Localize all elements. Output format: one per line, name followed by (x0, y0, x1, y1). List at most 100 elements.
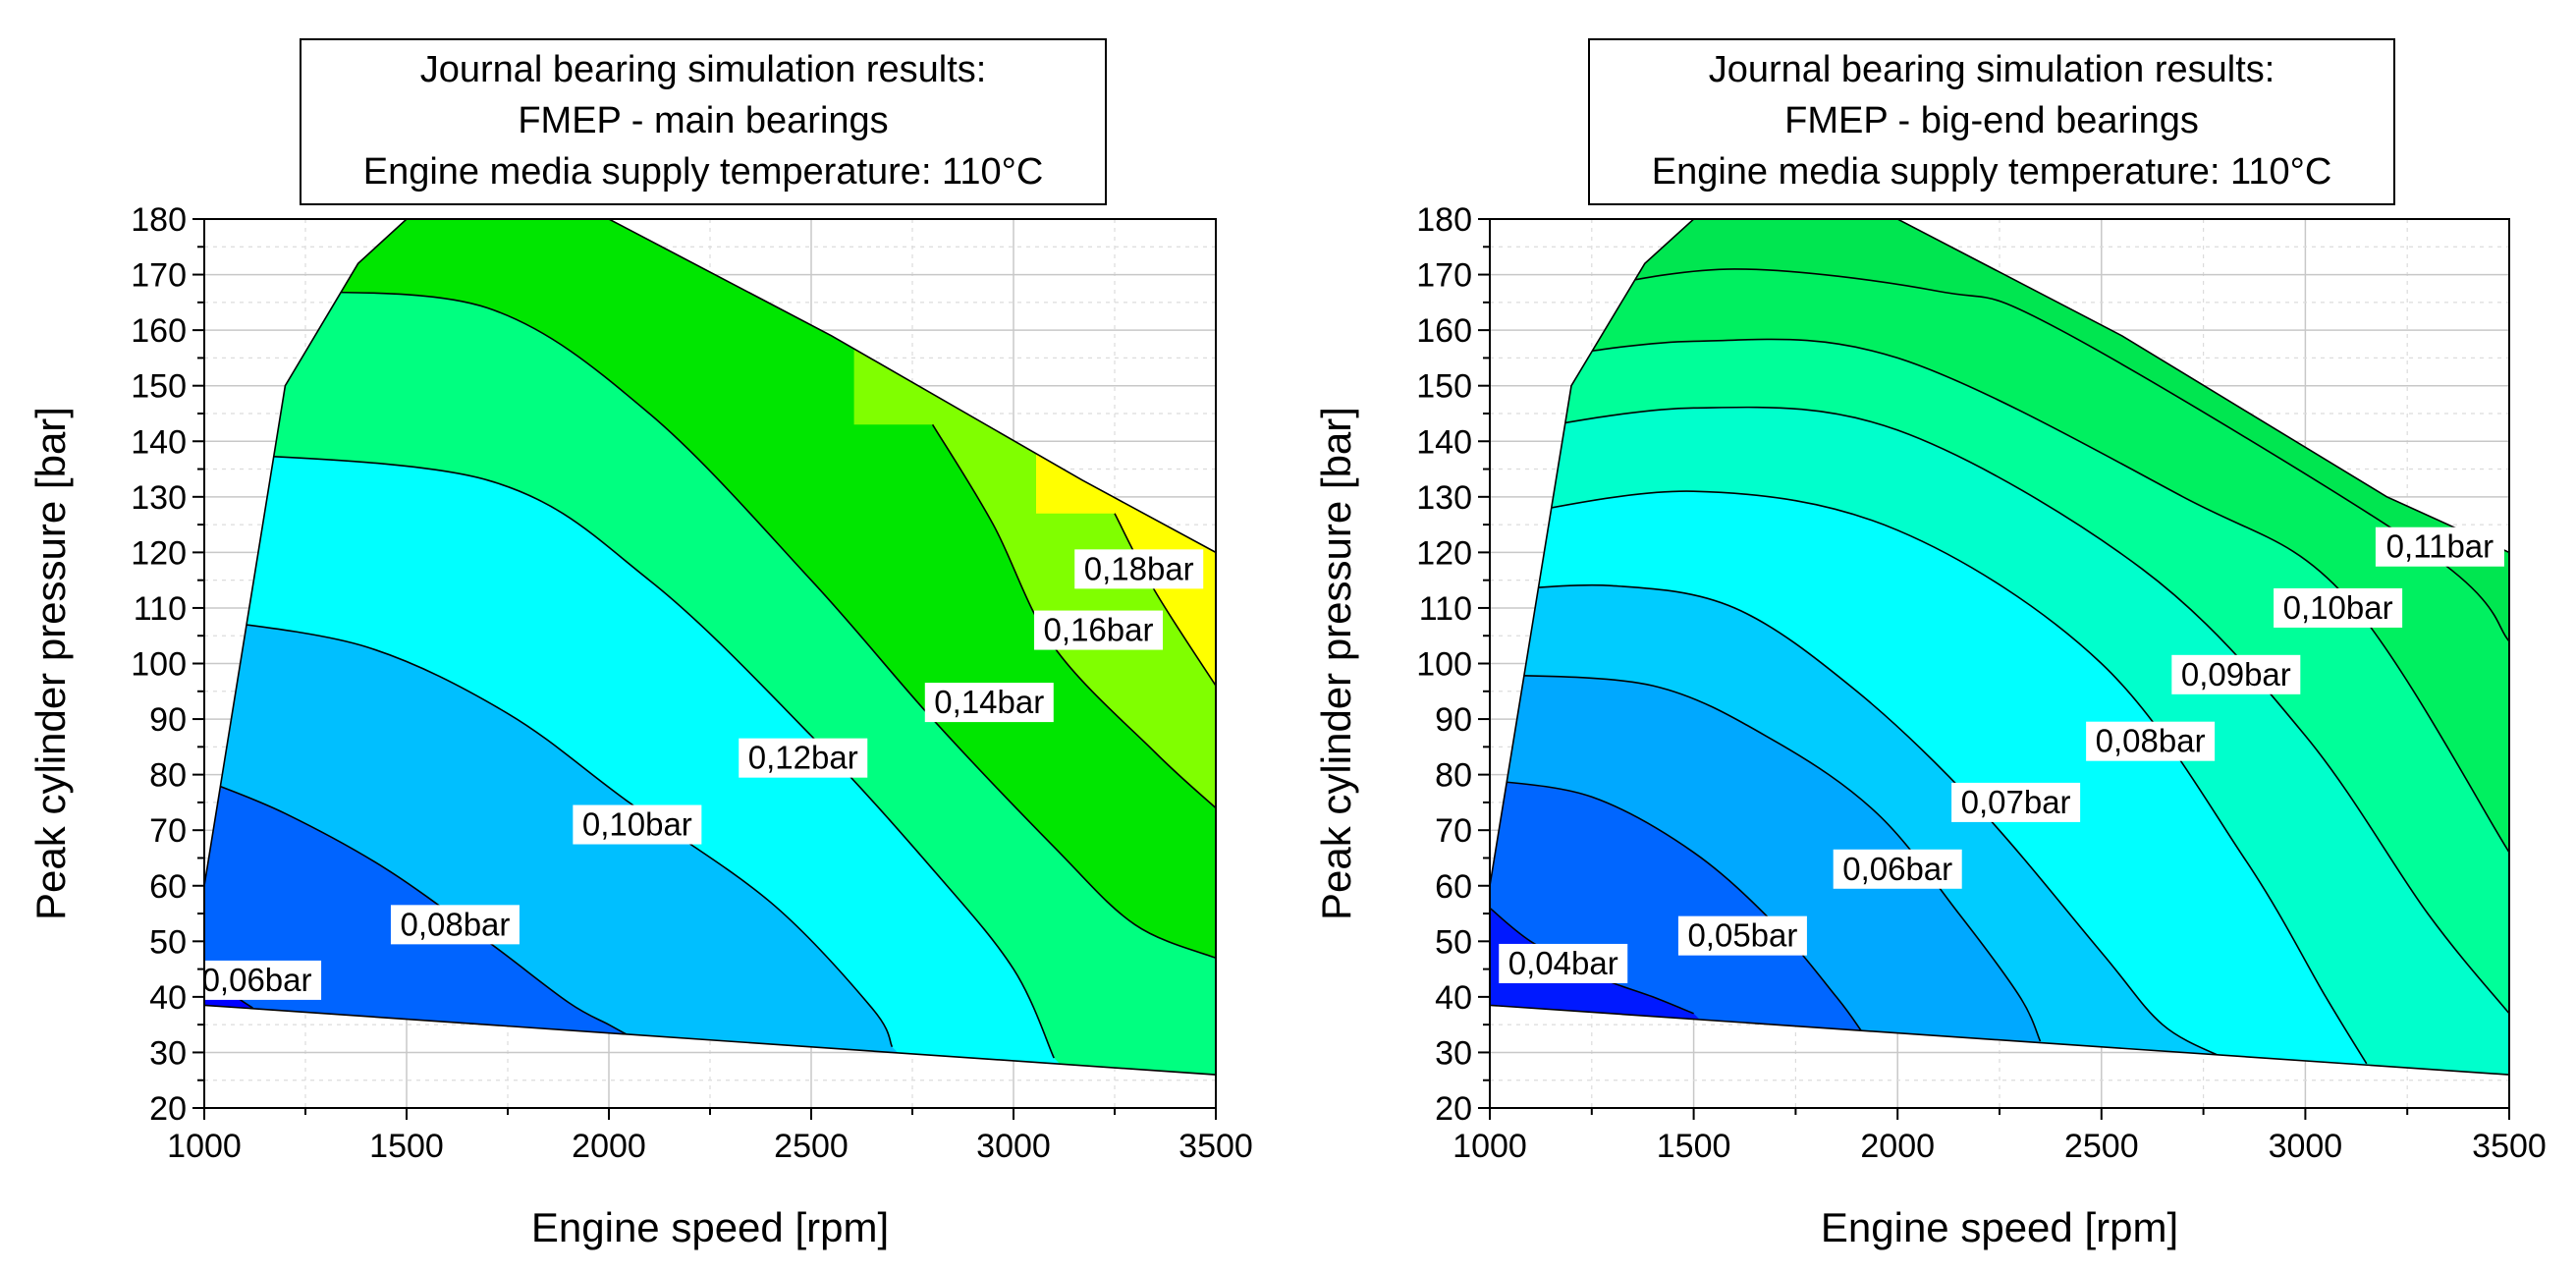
y-tick-label: 100 (131, 646, 187, 684)
contour-label: 0,12bar (748, 740, 858, 776)
contour-label-bg (573, 804, 702, 845)
y-tick-label: 140 (1416, 423, 1472, 461)
y-tick-label: 130 (131, 479, 187, 517)
y-tick-label: 170 (1416, 257, 1472, 295)
contour-label-bg (739, 738, 868, 778)
contour-label: 0,05bar (1687, 917, 1797, 954)
y-tick-label: 30 (1435, 1034, 1472, 1072)
title-line: FMEP - main bearings (518, 100, 888, 141)
contour-label-bg (1034, 610, 1164, 650)
contour-label: 0,16bar (1044, 612, 1154, 648)
y-tick-label: 40 (149, 979, 187, 1017)
x-tick-label: 2500 (2064, 1128, 2139, 1165)
y-tick-label: 120 (1416, 534, 1472, 572)
y-axis-label: Peak cylinder pressure [bar] (1313, 407, 1359, 920)
contour-line (1490, 406, 2509, 1015)
y-tick-label: 180 (1416, 201, 1472, 239)
y-tick-label: 120 (131, 534, 187, 572)
y-tick-label: 160 (131, 312, 187, 350)
y-tick-label: 90 (149, 701, 187, 739)
x-tick-label: 1000 (1452, 1128, 1527, 1165)
y-tick-label: 60 (149, 868, 187, 906)
contour-line (204, 618, 894, 1048)
y-tick-label: 160 (1416, 312, 1472, 350)
contour-label-bg (2375, 526, 2504, 567)
y-tick-label: 180 (131, 201, 187, 239)
y-tick-label: 50 (149, 923, 187, 961)
x-tick-label: 3000 (976, 1128, 1051, 1165)
y-tick-label: 110 (1419, 590, 1472, 628)
contour-label-bg (192, 960, 322, 1000)
contour-label: 0,10bar (582, 806, 692, 843)
y-tick-label: 150 (131, 368, 187, 406)
y-tick-label: 100 (1416, 646, 1472, 684)
title-line: Engine media supply temperature: 110°C (1652, 151, 2332, 193)
y-axis: 20 30 40 50 60 70 80 90 100 110 120 130 140 150 160 170… (1313, 201, 1490, 1128)
contour-label: 0,06bar (1842, 851, 1952, 887)
title-line: Journal bearing simulation results: (1709, 49, 2275, 90)
contour-line (285, 290, 1216, 960)
title-line: FMEP - big-end bearings (1784, 100, 2199, 141)
contour-label-bg (2086, 721, 2216, 761)
x-tick-label: 1000 (167, 1128, 242, 1165)
contour-label-bg (2274, 587, 2403, 628)
contour-label-bg (1499, 943, 1628, 983)
x-tick-label: 3500 (2472, 1128, 2547, 1165)
x-axis-label: Engine speed [rpm] (1821, 1204, 2178, 1250)
x-tick-label: 3000 (2269, 1128, 2343, 1165)
title-box (1588, 38, 2395, 205)
contour-line (1490, 490, 2368, 1065)
x-tick-label: 2000 (572, 1128, 646, 1165)
y-tick-label: 80 (1435, 757, 1472, 795)
y-tick-label: 20 (1435, 1090, 1472, 1128)
contour-label: 0,08bar (2096, 723, 2206, 759)
contour-line (1509, 338, 2509, 854)
contour-line (1490, 779, 1862, 1031)
y-tick-label: 30 (149, 1034, 187, 1072)
contour-labels: 0,06bar 0,08bar 0,10bar 0,12bar 0,14bar0,16b… (192, 549, 1204, 1000)
contour-label: 0,11bar (2386, 528, 2494, 565)
x-tick-label: 3500 (1178, 1128, 1253, 1165)
y-axis-label: Peak cylinder pressure [bar] (27, 407, 74, 920)
y-axis: 20 30 40 50 60 70 80 90 100 110 120 130 140 150 160 170… (27, 201, 204, 1128)
y-tick-label: 70 (1435, 812, 1472, 850)
y-tick-label: 110 (134, 590, 187, 628)
contour-label: 0,07bar (1961, 784, 2071, 820)
contour-label-bg (924, 683, 1054, 723)
contour-line (204, 451, 1055, 1059)
contour-label: 0,08bar (400, 906, 510, 942)
y-tick-label: 90 (1435, 701, 1472, 739)
y-tick-label: 80 (149, 757, 187, 795)
y-tick-label: 150 (1416, 368, 1472, 406)
chart-panel-1: 0,06bar 0,08bar 0,10bar 0,12bar 0,14bar0,16b… (27, 38, 1253, 1250)
contour-line (1490, 583, 2224, 1059)
x-tick-label: 1500 (1657, 1128, 1731, 1165)
y-tick-label: 70 (149, 812, 187, 850)
contour-label: 0,09bar (2181, 656, 2291, 692)
contour-label: 0,06bar (202, 962, 312, 998)
y-tick-label: 170 (131, 257, 187, 295)
x-axis: 1000 1500 2000 2500 3000 3500 Engine speed [rp… (167, 1108, 1253, 1250)
title-box (300, 38, 1107, 205)
y-tick-label: 40 (1435, 979, 1472, 1017)
title-line: Engine media supply temperature: 110°C (363, 151, 1044, 193)
contour-label-bg (390, 905, 520, 945)
contour-label-bg (2171, 654, 2301, 694)
y-tick-label: 60 (1435, 868, 1472, 906)
contour-label-bg (1833, 849, 1962, 889)
x-axis: 1000 1500 2000 2500 3000 3500 Engine speed [rp… (1452, 1108, 2547, 1250)
x-axis-label: Engine speed [rpm] (531, 1204, 889, 1250)
contour-line (1490, 674, 2042, 1042)
y-tick-label: 20 (149, 1090, 187, 1128)
y-tick-label: 50 (1435, 923, 1472, 961)
contour-label: 0,04bar (1508, 945, 1618, 981)
contour-label: 0,14bar (934, 684, 1044, 720)
x-tick-label: 1500 (369, 1128, 444, 1165)
y-tick-label: 140 (131, 423, 187, 461)
contour-line (1114, 513, 1216, 687)
chart-title: Journal bearing simulation results: FMEP … (1588, 38, 2395, 205)
